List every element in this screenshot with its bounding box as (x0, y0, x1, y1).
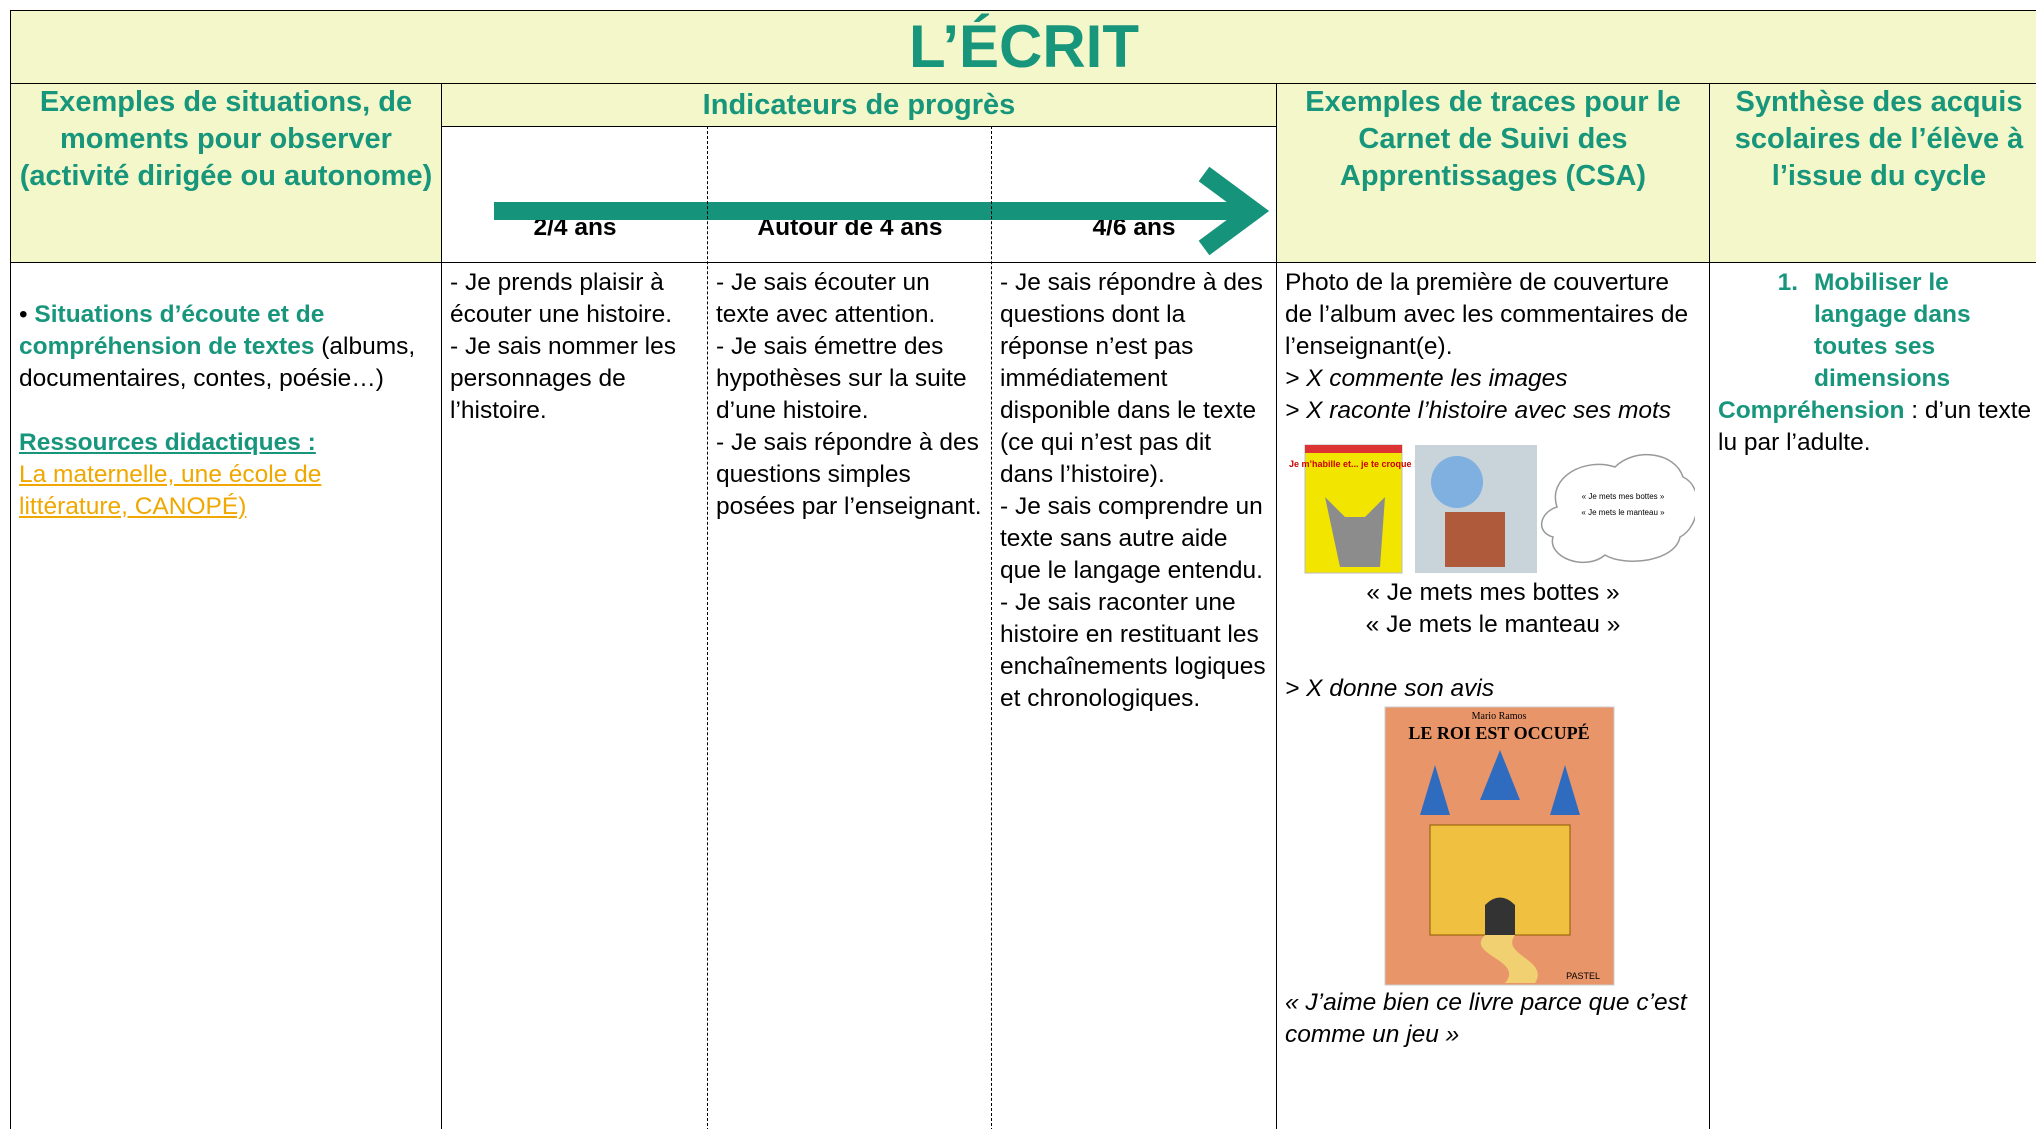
book-publisher: PASTEL (1566, 971, 1600, 981)
bullet: • (19, 301, 28, 328)
cloud-text: « Je mets le manteau » (1581, 508, 1665, 517)
indicator: - Je sais comprendre un texte sans autre… (1000, 493, 1263, 584)
trace-images: Je m’habille et... je te croque ! « Je m… (1289, 444, 1695, 574)
header-traces: Exemples de traces pour le Carnet de Sui… (1276, 83, 1710, 263)
domain: Mobiliser le langage dans toutes ses dim… (1814, 269, 1971, 392)
progress-arrow (494, 166, 1270, 256)
indicator-column: - Je prends plaisir à écouter une histoi… (442, 263, 708, 431)
header-synthesis: Synthèse des acquis scolaires de l’élève… (1709, 83, 2036, 263)
quote: « Je mets le manteau » (1365, 611, 1621, 638)
traces-intro: Photo de la première de couverture de l’… (1285, 269, 1689, 360)
book-title: LE ROI EST OCCUPÉ (1408, 722, 1589, 743)
trace-comment: > X raconte l’histoire avec ses mots (1285, 397, 1672, 424)
tower-roof (1420, 765, 1450, 815)
indicator: - Je sais écouter un texte avec attentio… (716, 269, 936, 328)
indicator: - Je sais nommer les personnages de l’hi… (450, 333, 677, 424)
synthesis-cell: 1. Mobiliser le langage dans toutes ses … (1709, 262, 2036, 1129)
list-number: 1. (1777, 269, 1798, 296)
book-title: Je m’habille et... je te croque ! (1289, 459, 1417, 469)
book-author: Mario Ramos (1472, 711, 1527, 722)
tower-roof (1480, 750, 1520, 800)
photo-child (1445, 512, 1505, 567)
divider (707, 126, 708, 1129)
tower-roof (1550, 765, 1580, 815)
castle-wall (1429, 824, 1571, 936)
castle-path (1480, 935, 1538, 983)
indicator-column: - Je sais écouter un texte avec attentio… (708, 263, 992, 527)
skill-detail: : d’un texte lu par l’adulte. (1718, 397, 2032, 456)
situation-heading: Situations d’écoute et de compréhension … (19, 301, 325, 360)
situations-cell: • Situations d’écoute et de compréhensio… (10, 262, 442, 1129)
indicator: - Je sais raconter une histoire en resti… (1000, 589, 1266, 712)
photo-blur (1431, 456, 1483, 508)
castle-gate (1485, 897, 1515, 935)
trace-comment: > X donne son avis (1285, 675, 1495, 702)
indicator: - Je prends plaisir à écouter une histoi… (450, 269, 672, 328)
castle-book: Mario Ramos LE ROI EST OCCUPÉ PASTEL (1384, 706, 1615, 986)
wolf (1325, 497, 1385, 567)
divider (991, 126, 992, 1129)
traces-cell: Photo de la première de couverture de l’… (1276, 262, 1710, 1129)
situation-detail: (albums, documentaires, contes, poésie…) (19, 333, 416, 392)
opinion: « J’aime bien ce livre parce que c’est c… (1285, 989, 1687, 1048)
quote: « Je mets mes bottes » (1366, 579, 1620, 606)
title: L’ÉCRIT (908, 13, 1139, 80)
header-indicators: Indicateurs de progrès 2/4 ans Autour de… (441, 83, 1277, 263)
title-row: L’ÉCRIT (10, 10, 2036, 84)
indicators-cell: - Je prends plaisir à écouter une histoi… (441, 262, 1277, 1129)
trace-comment: > X commente les images (1285, 365, 1568, 392)
resources-link[interactable]: La maternelle, une école de littérature,… (19, 461, 322, 520)
indicator: - Je sais répondre à des questions simpl… (716, 429, 982, 520)
cloud-text: « Je mets mes bottes » (1582, 492, 1665, 501)
thought-cloud (1541, 453, 1695, 564)
indicator: - Je sais répondre à des questions dont … (1000, 269, 1263, 488)
indicator-column: - Je sais répondre à des questions dont … (992, 263, 1276, 719)
arrow-head (1198, 166, 1270, 256)
book-band (1305, 445, 1402, 453)
indicators-title: Indicateurs de progrès (442, 84, 1276, 127)
resources-label: Ressources didactiques : (19, 429, 316, 456)
header-situations: Exemples de situations, de moments pour … (10, 83, 442, 263)
skill: Compréhension (1718, 397, 1905, 424)
indicator: - Je sais émettre des hypothèses sur la … (716, 333, 967, 424)
